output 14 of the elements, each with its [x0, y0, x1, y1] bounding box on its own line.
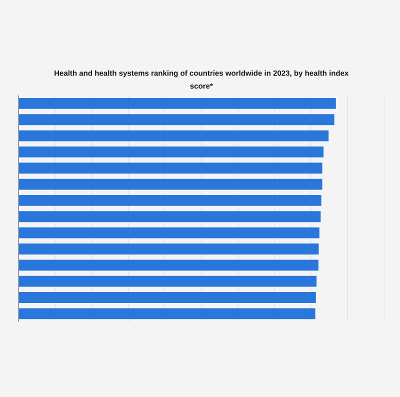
bar [18, 130, 329, 142]
bar [18, 276, 317, 287]
bar [18, 178, 322, 190]
bar [18, 211, 321, 222]
bar [18, 308, 316, 320]
bar [18, 162, 322, 174]
bar [18, 227, 320, 238]
bar [18, 146, 324, 158]
bar [18, 292, 316, 303]
bar [18, 98, 336, 109]
bar [18, 114, 334, 125]
bar [18, 194, 322, 206]
bar [18, 260, 318, 270]
bar [18, 243, 319, 254]
